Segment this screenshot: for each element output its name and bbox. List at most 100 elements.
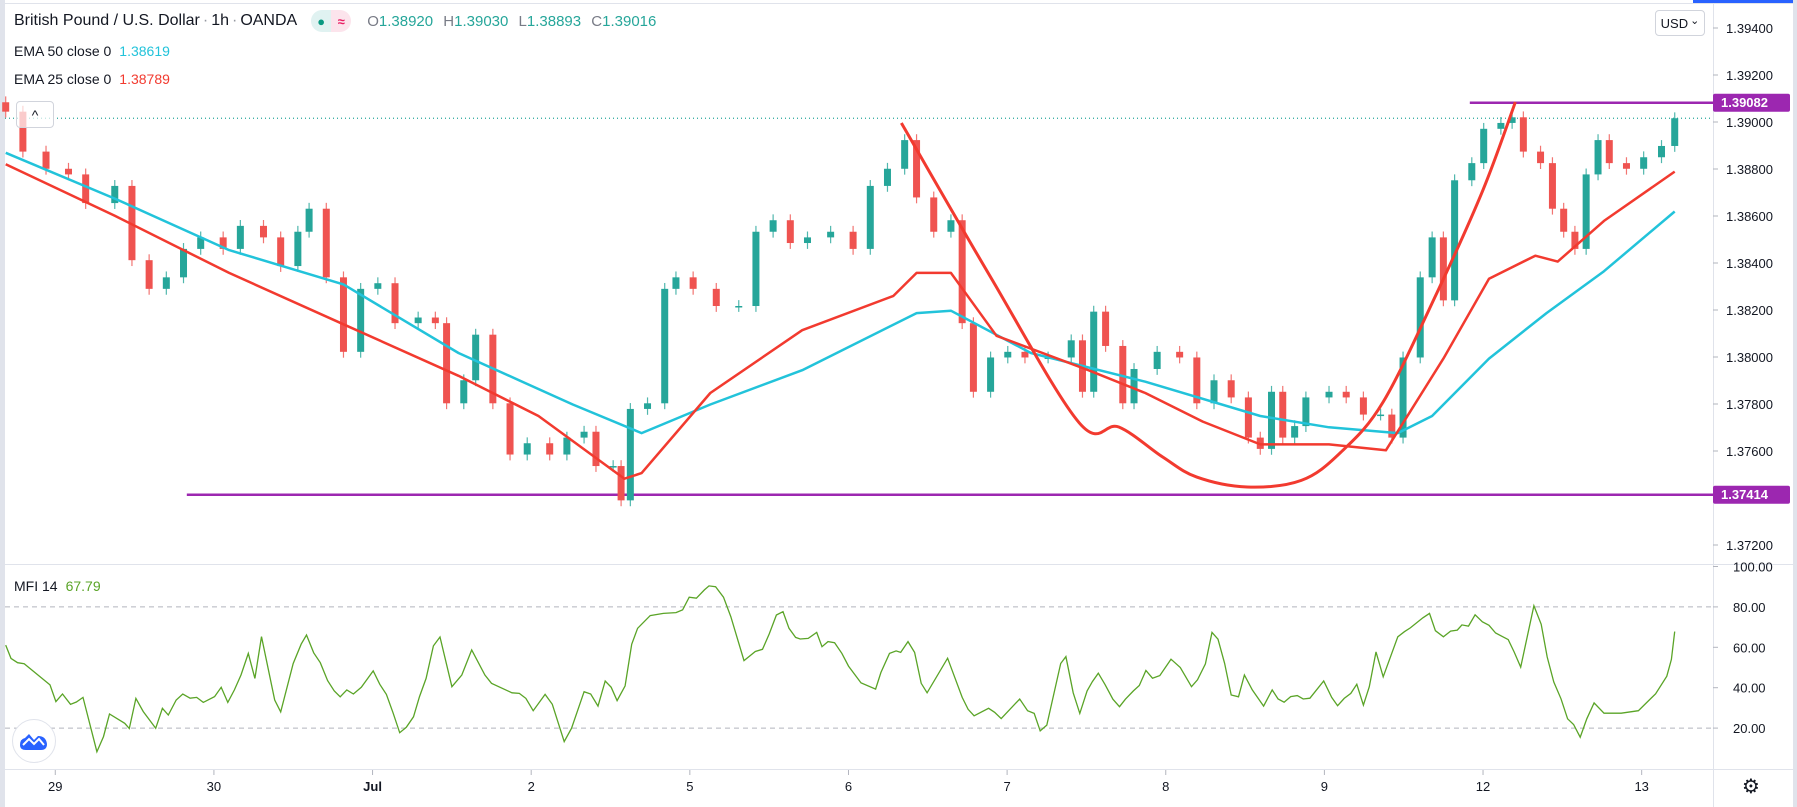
collapse-legend-button[interactable]: ^	[16, 101, 54, 128]
candle	[197, 231, 205, 255]
candle	[2, 96, 10, 118]
mfi-tick-label: 80.00	[1733, 600, 1766, 615]
candle	[969, 317, 977, 398]
candle-body	[827, 231, 835, 238]
candle-body	[546, 443, 554, 455]
tradingview-logo-icon	[20, 734, 47, 750]
candle-body	[987, 357, 995, 392]
candle	[1302, 391, 1310, 432]
candle	[259, 219, 267, 244]
candle	[712, 282, 720, 312]
candle	[849, 225, 857, 255]
price-tick-label: 1.38000	[1726, 350, 1773, 365]
ema50-value: 1.38619	[119, 43, 170, 59]
candle-body	[1244, 397, 1252, 438]
ema50-legend[interactable]: EMA 50 close 0 1.38619	[14, 43, 170, 59]
cup-trend-curve	[900, 101, 1517, 489]
candle	[987, 351, 995, 398]
mfi-line	[5, 585, 1676, 754]
low-label: L	[518, 12, 527, 30]
candle	[1153, 345, 1161, 375]
candle-body	[431, 317, 439, 324]
candle	[752, 225, 760, 312]
candle-body	[609, 466, 617, 468]
candle-body	[1480, 128, 1488, 164]
candle-body	[689, 277, 697, 289]
candle-body	[111, 185, 119, 204]
candle	[1090, 305, 1098, 398]
candle-body	[1325, 391, 1333, 398]
candle	[958, 214, 966, 330]
time-tick-label: 29	[48, 779, 62, 794]
time-tick-label: 12	[1476, 779, 1490, 794]
candle-body	[145, 260, 153, 289]
right-panel-border	[1793, 0, 1797, 807]
candle-body	[1537, 151, 1545, 164]
candle-body	[277, 237, 285, 267]
candle-body	[592, 431, 600, 467]
candle-body	[672, 277, 680, 289]
candle-body	[661, 288, 669, 404]
market-open-dot-icon: ●	[311, 10, 332, 32]
ema-lines	[5, 151, 1676, 480]
price-tick-label: 1.38400	[1726, 256, 1773, 271]
mfi-legend[interactable]: MFI 14 67.79	[14, 578, 101, 594]
candle	[1359, 391, 1367, 421]
candle	[1342, 385, 1350, 404]
candle	[786, 214, 794, 249]
candle	[913, 134, 921, 204]
candle	[1548, 157, 1556, 215]
candle-body	[1519, 117, 1527, 152]
candle	[145, 254, 153, 295]
mfi-axis[interactable]: 100.00 80.00 60.00 40.00 20.00	[1713, 560, 1773, 737]
candle	[1291, 420, 1299, 444]
price-level-badge	[1713, 485, 1790, 504]
candle	[1537, 145, 1545, 169]
candle	[883, 162, 891, 192]
ema25-legend[interactable]: EMA 25 close 0 1.38789	[14, 71, 170, 87]
candle	[1176, 345, 1184, 364]
candle-body	[1377, 414, 1385, 417]
mfi-value: 67.79	[65, 578, 101, 594]
chevron-down-icon: ⌄	[1690, 14, 1700, 27]
candle	[1640, 151, 1648, 175]
candle-body	[414, 317, 422, 324]
candle	[1130, 363, 1138, 410]
horizontal-levels[interactable]	[186, 101, 1713, 496]
candle	[1388, 408, 1396, 444]
candle	[506, 397, 514, 461]
symbol-legend[interactable]: British Pound / U.S. Dollar · 1h · OANDA…	[14, 10, 662, 32]
time-axis[interactable]: 29 30 Jul 2 5 6 7 8 9 12 13	[48, 770, 1649, 794]
candle-body	[1571, 231, 1579, 249]
active-tab-indicator	[1693, 0, 1797, 3]
exchange: OANDA	[240, 12, 298, 29]
candle-body	[1210, 380, 1218, 404]
separator: ·	[231, 12, 238, 29]
candle-body	[913, 140, 921, 198]
trend-drawing[interactable]	[900, 101, 1517, 489]
candle	[1571, 225, 1579, 255]
market-status-pill[interactable]: ● ≈	[311, 10, 352, 32]
candle-body	[1268, 391, 1276, 449]
candles	[2, 96, 1679, 507]
candle-body	[644, 403, 652, 409]
candle-body	[1102, 311, 1110, 346]
candle-body	[735, 306, 743, 308]
tradingview-logo[interactable]	[12, 719, 56, 763]
candle-body	[1468, 163, 1476, 181]
time-tick-label: Jul	[363, 779, 382, 794]
time-tick-label: 9	[1321, 779, 1328, 794]
candle-body	[1067, 340, 1075, 358]
candle-body	[1560, 208, 1568, 232]
price-axis[interactable]: 1.39400 1.39200 1.39000 1.38800 1.38600 1.384…	[1713, 21, 1773, 553]
candle	[930, 191, 938, 238]
candle-body	[1640, 157, 1648, 169]
candle	[1227, 374, 1235, 404]
settings-gear-icon[interactable]: ⚙	[1742, 775, 1760, 798]
time-tick-label: 6	[845, 779, 852, 794]
currency-selector[interactable]: USD ⌄	[1655, 10, 1705, 36]
candle-body	[42, 151, 50, 169]
time-tick-label: 2	[528, 779, 535, 794]
candle-body	[180, 248, 188, 278]
